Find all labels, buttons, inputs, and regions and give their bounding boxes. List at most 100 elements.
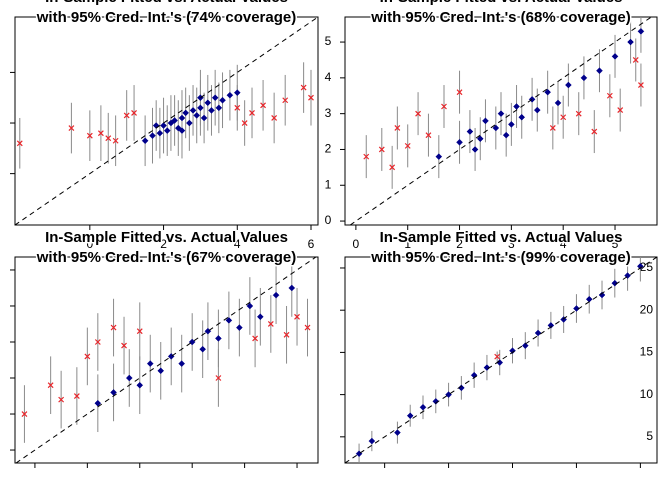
point xyxy=(483,364,491,371)
panel-title: In-Sample Fitted vs. Actual Values xyxy=(380,229,623,246)
x-tick-label: 0 xyxy=(86,237,93,251)
point xyxy=(627,38,634,46)
point xyxy=(283,331,290,338)
point xyxy=(249,109,255,116)
point xyxy=(419,403,427,411)
point xyxy=(560,114,567,121)
y-tick-label: 5 xyxy=(646,429,653,443)
point xyxy=(256,313,264,321)
plot-area xyxy=(15,257,317,463)
point xyxy=(580,74,588,82)
point xyxy=(267,321,274,327)
point xyxy=(389,164,396,171)
panel xyxy=(10,256,319,468)
y-tick-label: 1 xyxy=(325,177,332,191)
point xyxy=(533,106,541,114)
point xyxy=(394,429,401,436)
point xyxy=(363,153,370,160)
point xyxy=(163,127,171,134)
panel-subtitle: with 95% Cred. Int.'s (74% coverage) xyxy=(36,9,296,26)
point xyxy=(110,324,117,331)
point xyxy=(272,291,280,299)
point xyxy=(234,104,241,111)
point xyxy=(197,94,204,102)
x-tick-label: 5 xyxy=(612,237,619,251)
point xyxy=(141,137,149,145)
point xyxy=(193,112,201,119)
point xyxy=(157,367,165,375)
point xyxy=(178,114,186,122)
x-tick-label: 2 xyxy=(160,237,167,251)
point xyxy=(219,96,226,104)
point xyxy=(121,342,127,349)
point xyxy=(204,99,212,107)
point xyxy=(435,153,443,160)
point xyxy=(123,112,130,119)
point xyxy=(565,81,572,89)
y-tick-label: 25 xyxy=(640,260,654,274)
point xyxy=(186,119,193,127)
point xyxy=(547,322,555,329)
point xyxy=(125,374,133,382)
point xyxy=(182,109,190,117)
point xyxy=(508,121,515,128)
panel-subtitle: with 95% Cred. Int.'s (99% coverage) xyxy=(370,249,630,266)
point xyxy=(178,360,186,367)
point xyxy=(573,305,580,312)
point xyxy=(215,335,222,342)
point xyxy=(632,57,639,63)
point xyxy=(637,27,645,35)
plot-box xyxy=(14,256,319,464)
point xyxy=(617,107,624,114)
point xyxy=(638,82,644,88)
point xyxy=(68,125,75,132)
y-tick-label: 10 xyxy=(640,387,654,401)
point xyxy=(425,132,432,139)
panel-subtitle: with 95% Cred. Int.'s (68% coverage) xyxy=(370,9,630,26)
point xyxy=(47,382,54,389)
point xyxy=(197,104,204,112)
point xyxy=(146,360,154,367)
point xyxy=(534,329,542,337)
point xyxy=(575,110,582,117)
point xyxy=(445,391,452,398)
point xyxy=(208,107,215,114)
point xyxy=(591,128,598,135)
point xyxy=(149,132,156,140)
point xyxy=(611,279,619,287)
point xyxy=(167,353,175,360)
x-tick-label: 2 xyxy=(456,237,463,251)
y-tick-label: 4 xyxy=(325,70,332,84)
point xyxy=(84,353,91,360)
point xyxy=(288,284,296,292)
point xyxy=(471,146,479,153)
point xyxy=(226,91,234,99)
point xyxy=(458,384,465,392)
point xyxy=(308,94,314,101)
point xyxy=(513,103,520,110)
point xyxy=(496,359,504,366)
point xyxy=(131,109,137,116)
plot-box xyxy=(344,16,658,226)
point xyxy=(21,411,28,417)
point xyxy=(246,302,254,310)
x-tick-label: 6 xyxy=(308,237,315,251)
y-tick-label: 20 xyxy=(640,302,654,316)
point xyxy=(544,88,551,96)
point xyxy=(171,117,178,124)
point xyxy=(160,122,167,129)
point xyxy=(596,67,603,75)
point xyxy=(252,335,259,342)
point xyxy=(294,313,300,320)
point xyxy=(476,135,484,143)
reference-line xyxy=(349,17,652,225)
point xyxy=(241,120,248,126)
point xyxy=(415,110,422,117)
point xyxy=(518,113,526,121)
panel-subtitle: with 95% Cred. Int.'s (67% coverage) xyxy=(36,249,296,266)
point xyxy=(97,130,104,137)
point xyxy=(606,92,613,99)
point xyxy=(502,131,510,139)
panel: 5 10 15 20 25 xyxy=(340,256,658,468)
